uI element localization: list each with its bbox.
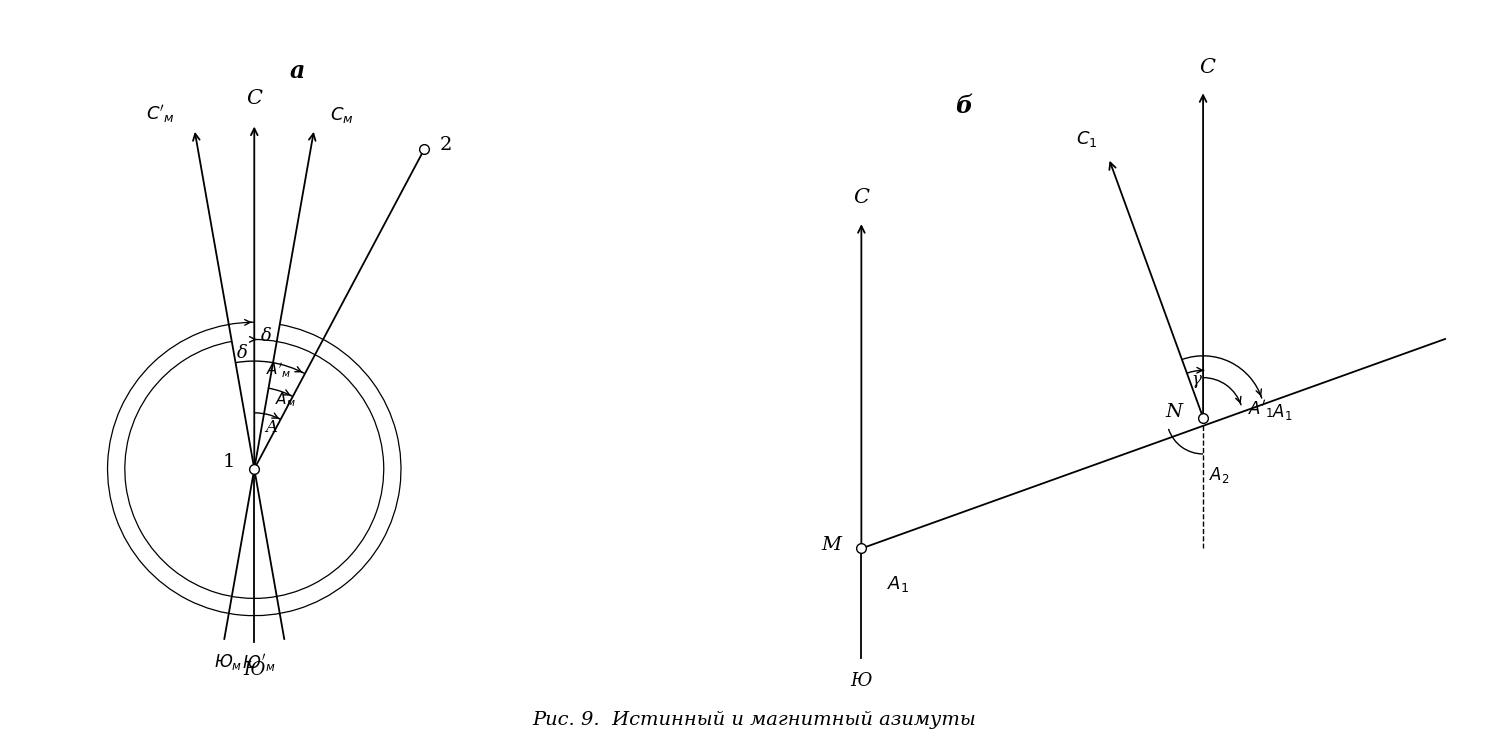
Text: $Ю'_м$: $Ю'_м$ xyxy=(241,652,275,674)
Text: $A_м$: $A_м$ xyxy=(275,390,296,409)
Text: $A_1$: $A_1$ xyxy=(1272,402,1293,422)
Text: M: M xyxy=(821,536,841,554)
Text: C: C xyxy=(246,89,263,108)
Text: $A'_м$: $A'_м$ xyxy=(266,361,291,380)
Text: γ: γ xyxy=(1191,371,1201,388)
Text: A: A xyxy=(266,419,278,436)
Text: Ю: Ю xyxy=(243,660,266,678)
Text: C: C xyxy=(1198,58,1215,77)
Text: а: а xyxy=(290,59,305,83)
Text: $C_1$: $C_1$ xyxy=(1076,129,1097,150)
Text: 2: 2 xyxy=(441,135,453,153)
Text: δ: δ xyxy=(261,327,272,345)
Text: Ю: Ю xyxy=(851,672,872,690)
Text: $Ю_м$: $Ю_м$ xyxy=(214,652,243,672)
Text: 1: 1 xyxy=(223,453,235,471)
Text: $A_2$: $A_2$ xyxy=(1209,465,1230,485)
Text: N: N xyxy=(1165,403,1183,421)
Text: C: C xyxy=(854,188,869,206)
Text: Рис. 9.  Истинный и магнитный азимуты: Рис. 9. Истинный и магнитный азимуты xyxy=(533,711,976,729)
Text: $C'_м$: $C'_м$ xyxy=(146,102,175,125)
Text: $A'_1$: $A'_1$ xyxy=(1248,398,1274,420)
Text: $C_м$: $C_м$ xyxy=(330,105,353,125)
Text: $A_1$: $A_1$ xyxy=(887,574,908,594)
Text: б: б xyxy=(955,94,972,118)
Text: δ: δ xyxy=(237,344,247,362)
